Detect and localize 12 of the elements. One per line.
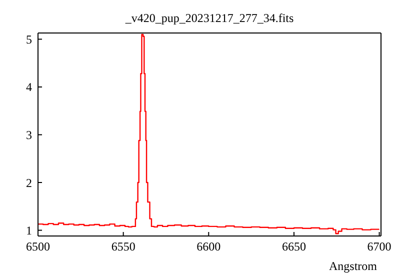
- y-tick-label: 4: [26, 80, 32, 94]
- x-axis-title: Angstrom: [329, 259, 378, 273]
- chart-title: _v420_pup_20231217_277_34.fits: [124, 11, 295, 26]
- y-tick-label: 3: [26, 128, 32, 142]
- x-tick-label: 6600: [196, 240, 221, 254]
- y-tick-label: 1: [26, 224, 32, 238]
- y-tick-label: 2: [26, 176, 32, 190]
- y-tick-label: 5: [26, 32, 32, 46]
- x-tick-label: 6500: [26, 240, 50, 254]
- x-tick-label: 6650: [282, 240, 306, 254]
- x-tick-label: 6700: [367, 240, 392, 254]
- x-tick-label: 6550: [111, 240, 136, 254]
